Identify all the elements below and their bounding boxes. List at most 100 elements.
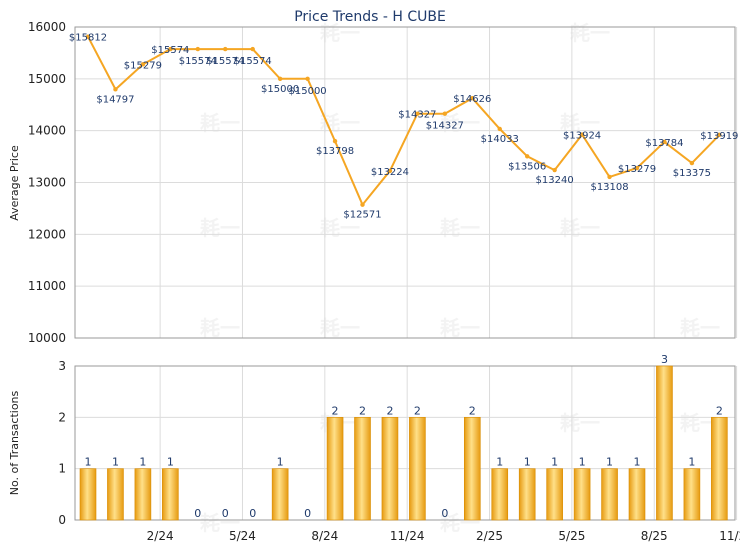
price-point xyxy=(607,174,612,180)
chart-title: Price Trends - H CUBE xyxy=(294,9,446,25)
transaction-data-label: 2 xyxy=(386,404,393,417)
transactions-y-tick-label: 3 xyxy=(58,359,66,373)
transaction-data-label: 0 xyxy=(194,507,201,520)
price-data-label: $13240 xyxy=(536,175,574,186)
watermark: 耗一 xyxy=(440,216,480,240)
price-data-label: $13279 xyxy=(618,164,656,175)
price-plot-frame xyxy=(74,26,736,339)
price-data-label: $15000 xyxy=(261,84,299,95)
watermark: 耗一 xyxy=(200,111,240,135)
transactions-plot-frame xyxy=(74,365,736,521)
price-point xyxy=(195,46,200,52)
watermark: 耗一 xyxy=(560,216,600,240)
transaction-data-label: 0 xyxy=(222,507,229,520)
transaction-data-label: 0 xyxy=(441,507,448,520)
price-data-label: $15574 xyxy=(179,56,217,67)
watermark: 耗一 xyxy=(560,411,600,435)
price-data-label: $13375 xyxy=(673,168,711,179)
transaction-bar xyxy=(628,468,646,521)
transaction-data-label: 1 xyxy=(139,456,146,469)
transaction-data-label: 2 xyxy=(332,404,339,417)
transaction-bar xyxy=(711,417,728,521)
x-tick-label: 11/25 xyxy=(719,529,740,543)
price-point xyxy=(305,76,310,82)
price-point xyxy=(360,202,365,207)
price-data-label: $13506 xyxy=(508,161,546,172)
transaction-data-label: 1 xyxy=(167,456,174,469)
transaction-data-label: 1 xyxy=(579,456,586,469)
x-tick-label: 8/24 xyxy=(311,529,338,543)
price-data-label: $15574 xyxy=(151,45,189,56)
x-tick-label: 5/24 xyxy=(229,529,256,543)
transaction-data-label: 1 xyxy=(688,456,695,469)
transaction-data-label: 1 xyxy=(606,456,613,469)
transaction-bar xyxy=(354,417,371,521)
transaction-bar xyxy=(409,417,426,521)
price-point xyxy=(525,154,530,159)
transaction-data-label: 0 xyxy=(304,507,311,520)
price-data-label: $14797 xyxy=(96,94,134,105)
transaction-data-label: 3 xyxy=(661,353,668,366)
transactions-y-tick-label: 2 xyxy=(58,410,66,424)
price-point xyxy=(250,46,255,52)
price-point xyxy=(168,46,173,52)
watermark: 耗一 xyxy=(570,21,610,45)
price-data-label: $14327 xyxy=(426,121,464,132)
transaction-data-label: 2 xyxy=(359,404,366,417)
price-y-tick-label: 16000 xyxy=(28,20,66,34)
price-y-tick-label: 15000 xyxy=(28,72,66,86)
price-y-tick-label: 13000 xyxy=(28,176,66,190)
price-point xyxy=(470,96,475,101)
x-tick-label: 11/24 xyxy=(390,529,425,543)
watermark: 耗一 xyxy=(200,511,240,535)
price-point xyxy=(332,138,338,144)
transaction-data-label: 1 xyxy=(634,456,641,469)
transaction-bar xyxy=(656,365,673,521)
transaction-data-label: 1 xyxy=(496,456,503,469)
transaction-bar xyxy=(326,417,344,521)
transactions-y-axis-title: No. of Transactions xyxy=(8,390,21,495)
price-data-label: $13224 xyxy=(371,167,409,178)
price-series-line xyxy=(87,36,721,207)
price-data-label: $14327 xyxy=(398,110,436,121)
transaction-data-label: 0 xyxy=(249,507,256,520)
price-point xyxy=(113,87,118,92)
price-data-label: $13108 xyxy=(590,182,628,193)
transaction-bar xyxy=(601,468,618,521)
watermark: 耗一 xyxy=(200,216,240,240)
price-data-label: $13798 xyxy=(316,146,354,157)
transaction-data-label: 1 xyxy=(551,456,558,469)
price-point xyxy=(387,168,393,174)
transaction-bar xyxy=(271,468,289,521)
transaction-bar xyxy=(518,468,536,521)
transaction-data-label: 2 xyxy=(716,404,723,417)
transaction-bar xyxy=(683,468,701,521)
transactions-y-tick-label: 0 xyxy=(58,513,66,527)
watermark: 耗一 xyxy=(320,21,360,45)
price-data-label: $15812 xyxy=(69,33,107,44)
price-point xyxy=(552,167,557,173)
price-data-label: $15574 xyxy=(234,56,272,67)
x-tick-label: 2/25 xyxy=(476,529,503,543)
price-point xyxy=(415,111,420,116)
transaction-bar xyxy=(491,468,509,521)
price-data-label: $14033 xyxy=(481,134,519,145)
price-point xyxy=(579,132,585,137)
price-data-label: $13784 xyxy=(645,138,683,149)
transaction-bar xyxy=(107,468,124,521)
transaction-data-label: 1 xyxy=(112,456,119,469)
watermark: 耗一 xyxy=(320,216,360,240)
watermark: 耗一 xyxy=(320,316,360,340)
price-y-tick-label: 10000 xyxy=(28,331,66,345)
x-tick-label: 2/24 xyxy=(147,529,174,543)
watermark: 耗一 xyxy=(680,316,720,340)
price-point xyxy=(140,62,146,67)
price-data-label: $15000 xyxy=(289,86,327,97)
transaction-bar xyxy=(573,468,591,521)
price-data-label: $15574 xyxy=(206,56,244,67)
transaction-data-label: 2 xyxy=(469,404,476,417)
price-data-label: $12571 xyxy=(343,210,381,221)
x-tick-label: 5/25 xyxy=(558,529,585,543)
